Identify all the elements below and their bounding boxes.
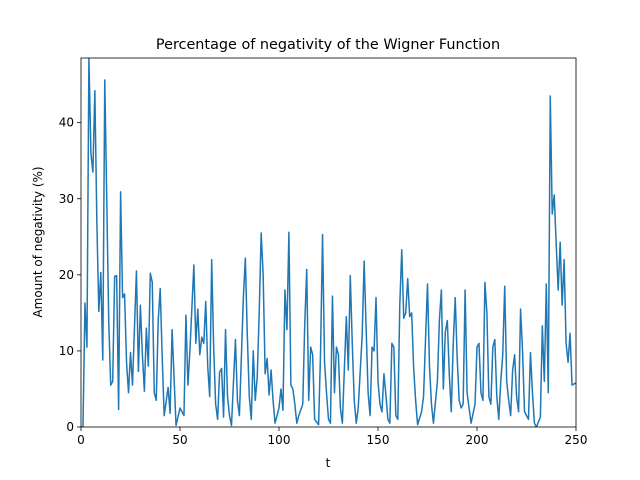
y-tick-label: 40 [59,116,74,130]
y-axis-label: Amount of negativity (%) [31,166,45,317]
data-line [81,58,576,427]
y-tick-label: 20 [59,268,74,282]
plot-frame [80,57,577,428]
x-tick-label: 0 [77,433,85,447]
y-tick-label: 30 [59,192,74,206]
x-tick-label: 150 [367,433,390,447]
x-tick-label: 100 [268,433,291,447]
chart-title: Percentage of negativity of the Wigner F… [156,37,500,53]
y-tick-label: 10 [59,344,74,358]
x-tick-label: 250 [565,433,588,447]
x-tick-label: 200 [466,433,489,447]
y-tick-label: 0 [66,420,74,434]
x-tick-label: 50 [172,433,187,447]
x-axis-label: t [326,456,331,470]
